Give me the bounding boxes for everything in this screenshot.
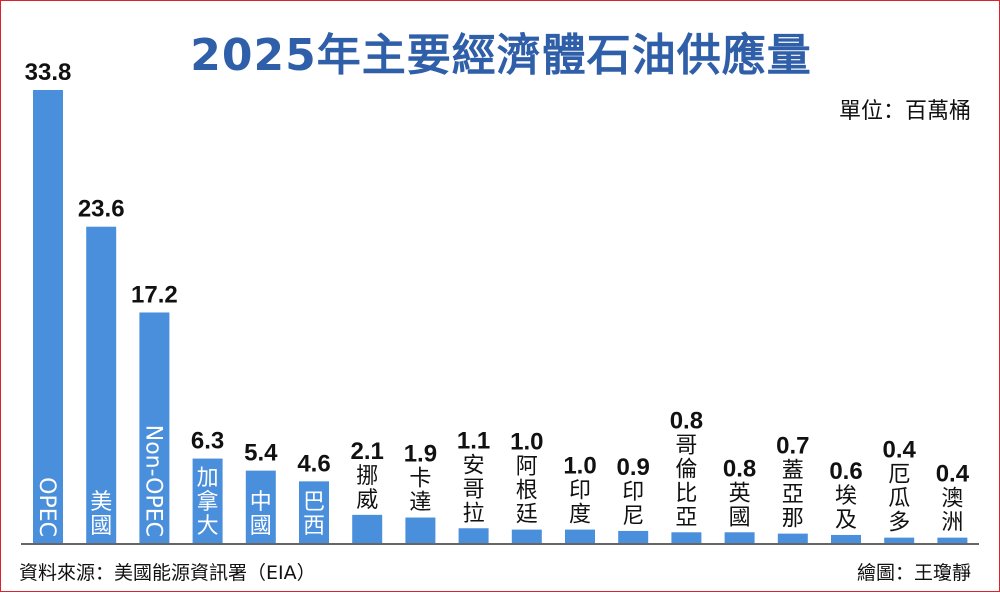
value-label-7: 1.9 <box>404 441 437 468</box>
bar-3 <box>192 458 223 543</box>
value-label-9: 1.0 <box>510 429 543 456</box>
category-label-14: 蓋亞那 <box>782 459 804 532</box>
value-label-13: 0.8 <box>723 455 756 482</box>
category-label-8: 安哥拉 <box>463 453 485 526</box>
bar-5 <box>299 481 329 543</box>
value-label-5: 4.6 <box>297 450 330 477</box>
bar-8 <box>458 528 489 543</box>
category-label-11: 印尼 <box>622 480 644 529</box>
value-label-3: 6.3 <box>191 428 224 455</box>
bar-6 <box>352 514 383 543</box>
unit-label: 單位：百萬桶 <box>838 99 971 124</box>
category-label-13: 英國 <box>729 481 751 530</box>
bar-11 <box>618 530 649 543</box>
category-label-10: 印度 <box>569 479 591 528</box>
value-label-10: 1.0 <box>563 453 596 480</box>
bar-14 <box>777 533 808 543</box>
bar-17 <box>937 537 968 543</box>
category-label-4: 中國 <box>250 490 272 539</box>
category-label-5: 巴西 <box>303 490 325 539</box>
bar-7 <box>405 517 436 543</box>
chart-title: 2025年主要經濟體石油供應量 <box>190 30 812 81</box>
bar-4 <box>245 470 276 543</box>
category-label-1: 美國 <box>90 490 112 539</box>
category-label-12: 哥倫比亞 <box>675 433 697 530</box>
bar-0 <box>33 90 63 543</box>
value-label-1: 23.6 <box>78 196 125 223</box>
value-label-6: 2.1 <box>351 438 384 465</box>
credit-note: 繪圖：王瓊靜 <box>856 562 971 584</box>
value-label-15: 0.6 <box>829 458 862 485</box>
value-label-17: 0.4 <box>936 461 970 488</box>
category-label-9: 阿根廷 <box>516 455 538 528</box>
value-label-4: 5.4 <box>244 440 278 467</box>
category-label-2: Non-OPEC <box>140 425 165 537</box>
value-label-14: 0.7 <box>776 433 809 460</box>
value-label-12: 0.8 <box>670 407 703 434</box>
category-label-17: 澳洲 <box>941 487 963 536</box>
bar-12 <box>671 532 702 543</box>
value-label-8: 1.1 <box>457 427 490 454</box>
bar-13 <box>724 532 755 543</box>
bar-15 <box>831 534 861 543</box>
bar-1 <box>86 226 117 543</box>
value-label-16: 0.4 <box>883 437 917 464</box>
bar-10 <box>565 529 595 543</box>
category-label-3: 加拿大 <box>197 466 219 539</box>
source-note: 資料來源：美國能源資訊署（EIA） <box>19 562 316 584</box>
category-label-15: 埃及 <box>835 484 857 533</box>
category-label-7: 卡達 <box>409 467 431 516</box>
value-label-11: 0.9 <box>617 454 650 481</box>
category-label-0: OPEC <box>34 477 59 537</box>
category-label-6: 挪威 <box>356 464 378 513</box>
value-label-2: 17.2 <box>131 281 178 308</box>
bar-16 <box>884 537 915 543</box>
category-label-16: 厄瓜多 <box>888 463 910 536</box>
value-label-0: 33.8 <box>25 59 72 86</box>
bar-2 <box>139 312 170 543</box>
bar-9 <box>511 529 542 543</box>
